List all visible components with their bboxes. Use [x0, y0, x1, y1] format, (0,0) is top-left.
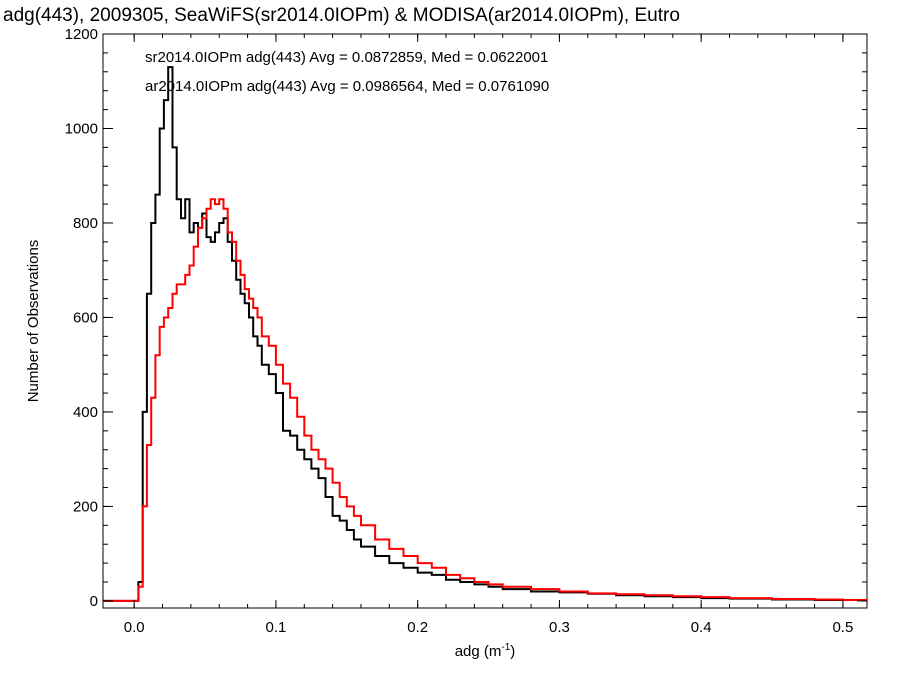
series-line-1 [103, 198, 867, 602]
x-axis-ticks: 0.0 0.1 0.2 0.3 0.4 0.5 [124, 34, 853, 636]
x-tick-label: 0.4 [691, 619, 712, 636]
x-tick-label: 0.5 [832, 619, 853, 636]
y-tick-label: 200 [73, 498, 98, 515]
plot-frame [102, 33, 868, 609]
x-axis-label-base: adg (m [455, 643, 502, 660]
x-axis-label: adg (m-1) [455, 642, 516, 660]
x-tick-label: 0.0 [124, 619, 145, 636]
x-tick-label: 0.3 [549, 619, 570, 636]
chart-title: adg(443), 2009305, SeaWiFS(sr2014.0IOPm)… [3, 5, 680, 26]
y-axis-label: Number of Observations [25, 240, 42, 403]
y-tick-label: 1000 [65, 120, 98, 137]
x-tick-label: 0.1 [265, 619, 286, 636]
y-tick-label: 1200 [65, 26, 98, 43]
x-axis-label-close: ) [510, 643, 515, 660]
series-layer [103, 66, 867, 602]
y-axis-ticks: 0 200 400 600 800 1000 1200 [65, 26, 867, 610]
legend: sr2014.0IOPm adg(443) Avg = 0.0872859, M… [145, 49, 549, 95]
plot-area: 0.0 0.1 0.2 0.3 0.4 0.5 0 200 400 600 800 1000 1200 [65, 26, 868, 636]
x-axis-label-superscript: -1 [501, 642, 510, 653]
series-line-0 [103, 66, 867, 602]
legend-entry-sr2014: sr2014.0IOPm adg(443) Avg = 0.0872859, M… [145, 49, 548, 66]
y-tick-label: 600 [73, 309, 98, 326]
y-tick-label: 800 [73, 215, 98, 232]
y-tick-label: 400 [73, 404, 98, 421]
x-tick-label: 0.2 [407, 619, 428, 636]
legend-entry-ar2014: ar2014.0IOPm adg(443) Avg = 0.0986564, M… [145, 78, 549, 95]
y-tick-label: 0 [90, 593, 98, 610]
